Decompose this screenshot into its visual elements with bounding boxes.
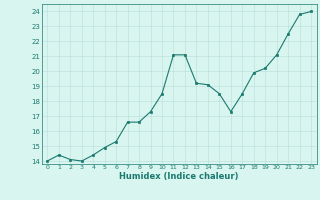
- X-axis label: Humidex (Indice chaleur): Humidex (Indice chaleur): [119, 172, 239, 181]
